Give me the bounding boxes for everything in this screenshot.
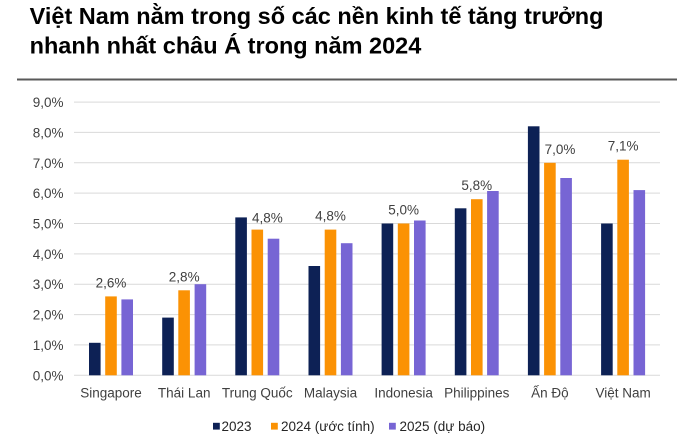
svg-text:2,0%: 2,0% <box>33 308 64 323</box>
svg-text:Indonesia: Indonesia <box>374 386 433 401</box>
svg-text:2024 (ước tính): 2024 (ước tính) <box>281 419 375 434</box>
svg-text:2,6%: 2,6% <box>96 275 127 290</box>
svg-text:Ấn Độ: Ấn Độ <box>531 386 569 401</box>
svg-text:Việt Nam nằm trong số các nền: Việt Nam nằm trong số các nền kinh tế tă… <box>30 2 604 29</box>
svg-text:2025 (dự báo): 2025 (dự báo) <box>400 419 486 434</box>
svg-text:6,0%: 6,0% <box>33 186 64 201</box>
svg-text:1,0%: 1,0% <box>33 338 64 353</box>
svg-text:3,0%: 3,0% <box>33 277 64 292</box>
svg-text:5,8%: 5,8% <box>461 178 492 193</box>
svg-text:nhanh nhất châu Á trong năm 20: nhanh nhất châu Á trong năm 2024 <box>30 32 422 59</box>
svg-text:9,0%: 9,0% <box>33 95 64 110</box>
svg-text:0,0%: 0,0% <box>33 368 64 383</box>
svg-text:Philippines: Philippines <box>444 386 510 401</box>
svg-text:8,0%: 8,0% <box>33 125 64 140</box>
svg-text:Việt Nam: Việt Nam <box>595 386 650 401</box>
svg-text:Singapore: Singapore <box>80 386 142 401</box>
svg-text:5,0%: 5,0% <box>388 203 419 218</box>
svg-text:Thái Lan: Thái Lan <box>158 386 211 401</box>
svg-text:4,8%: 4,8% <box>315 209 346 224</box>
svg-text:2023: 2023 <box>222 419 252 434</box>
svg-text:2,8%: 2,8% <box>169 269 200 284</box>
svg-text:7,1%: 7,1% <box>608 139 639 154</box>
svg-text:7,0%: 7,0% <box>545 142 576 157</box>
svg-text:4,8%: 4,8% <box>252 210 283 225</box>
svg-text:Malaysia: Malaysia <box>304 386 358 401</box>
svg-text:5,0%: 5,0% <box>33 217 64 232</box>
svg-text:4,0%: 4,0% <box>33 247 64 262</box>
svg-text:7,0%: 7,0% <box>33 156 64 171</box>
svg-text:Trung Quốc: Trung Quốc <box>222 386 293 401</box>
